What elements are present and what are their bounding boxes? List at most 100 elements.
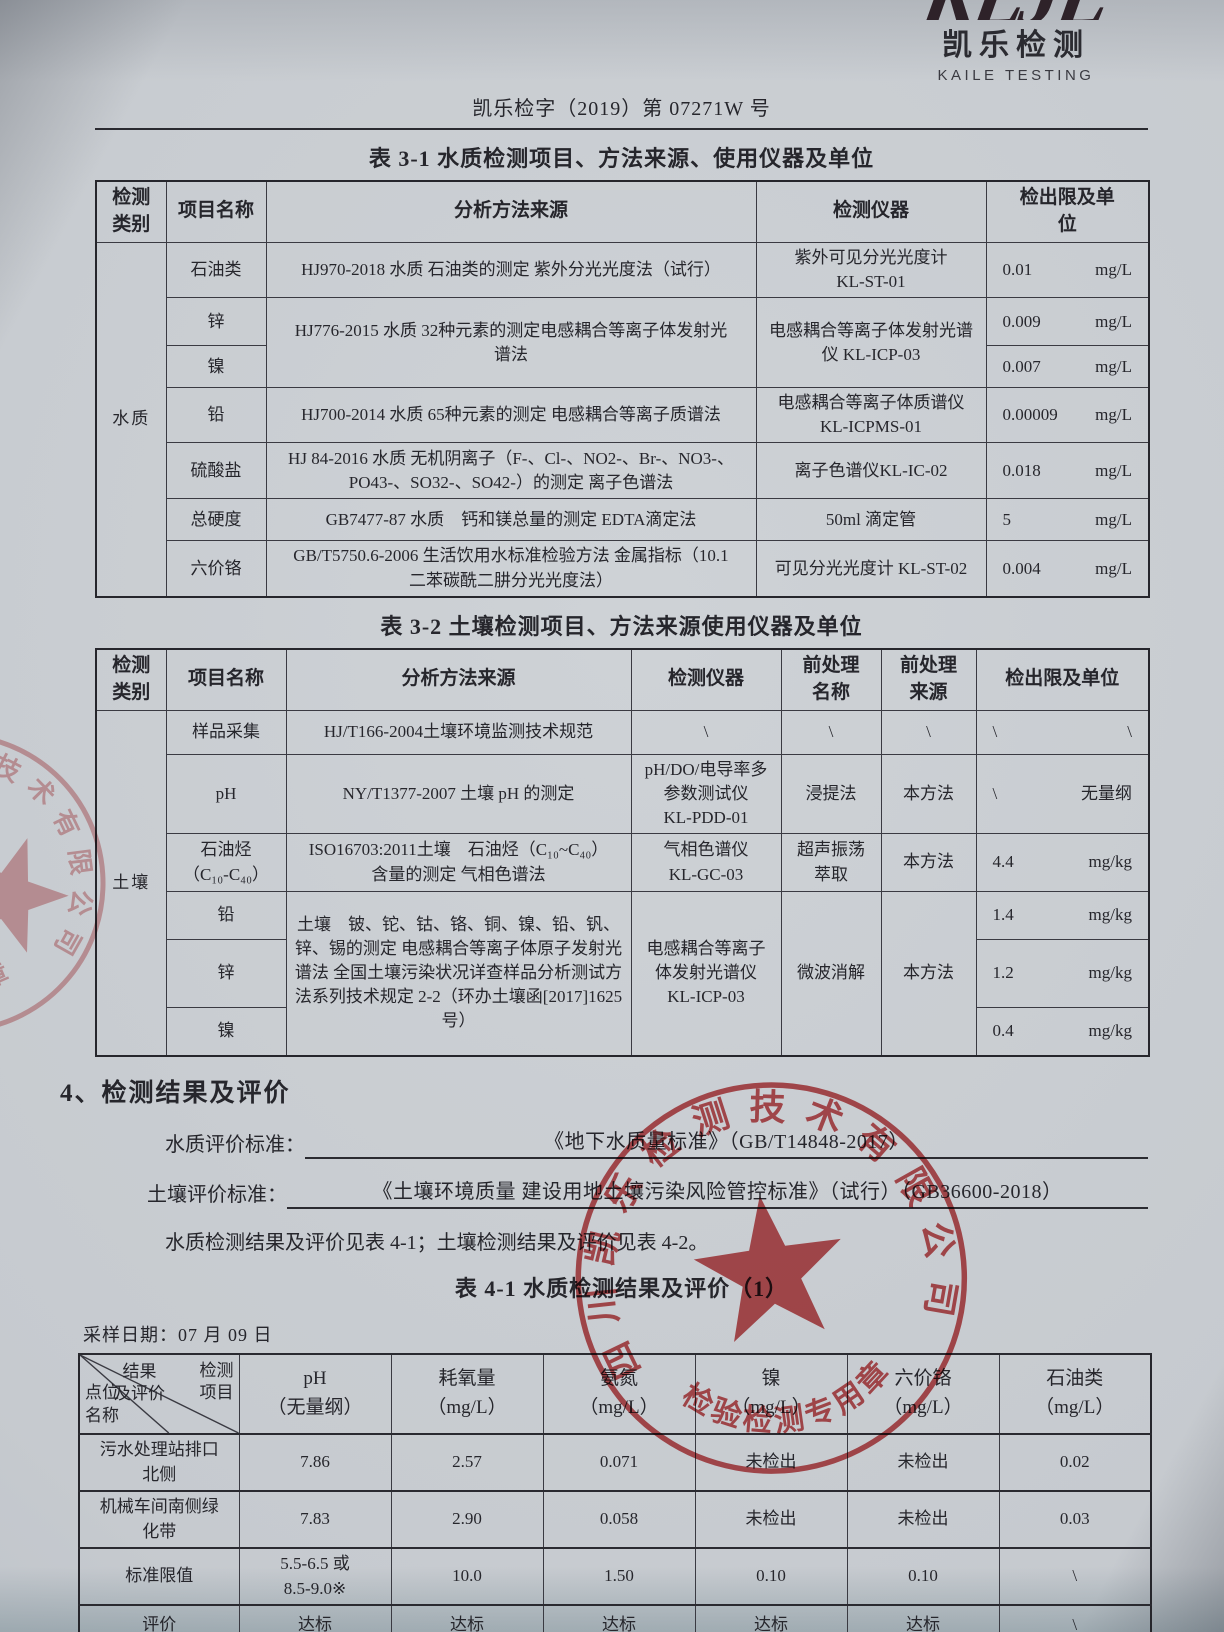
cell: 达标 xyxy=(390,1603,544,1632)
cell: 1.4 mg/kg xyxy=(975,891,1150,940)
cell: 2.90 xyxy=(390,1489,544,1549)
cell: GB7477-87 水质 钙和镁总量的测定 EDTA滴定法 xyxy=(265,498,757,542)
cell: 达标 xyxy=(542,1603,696,1632)
limit-value: 0.4 xyxy=(992,1021,1014,1041)
cell: NY/T1377-2007 土壤 pH 的测定 xyxy=(285,753,632,835)
column-header: 检测 类别 xyxy=(95,648,167,711)
limit-unit: mg/L xyxy=(1095,260,1132,279)
cell: 六价铬 xyxy=(165,540,267,598)
limit-unit: mg/L xyxy=(1095,311,1132,331)
logo-name-en: KAILE TESTING xyxy=(937,67,1095,84)
cell: 0.018 mg/L xyxy=(985,442,1150,500)
column-header: 项目名称 xyxy=(165,180,267,243)
logo-glyph: KLJL xyxy=(890,0,1143,20)
stamp-star-icon xyxy=(0,838,69,953)
cell: 本方法 xyxy=(880,891,977,1056)
cell: 总硬度 xyxy=(165,498,267,542)
limit-unit: mg/kg xyxy=(1088,905,1132,925)
limit-value: 0.00009 xyxy=(1002,405,1058,425)
column-header: 六价铬 （mg/L） xyxy=(846,1352,1000,1435)
cell: \ xyxy=(630,709,782,755)
table-row: 评价 达标 达标 达标 达标 达标 \ xyxy=(78,1603,1152,1632)
table-4-1: 结果 及评价 检测 项目 点位 名称 pH （无量纲） 耗氧量 （mg/L） 氨氮（… xyxy=(78,1352,1152,1632)
column-header: 耗氧量 （mg/L） xyxy=(390,1352,544,1435)
table-row: 锌 1.2 mg/kg xyxy=(96,939,1150,1008)
column-header: 氨氮 （mg/L） xyxy=(542,1352,696,1435)
cell: HJ 84-2016 水质 无机阴离子（F-、Cl-、NO2-、Br-、NO3-… xyxy=(265,442,757,500)
limit-unit: mg/L xyxy=(1095,509,1132,529)
column-header: 项目名称 xyxy=(165,648,287,711)
water-standard-value: 《地下水质量标准》（GB/T14848-2017） xyxy=(305,1125,1148,1159)
see-tables-text: 水质检测结果及评价见表 4-1；土壤检测结果及评价见表 4-2。 xyxy=(165,1231,709,1254)
water-standard-line: 水质评价标准： 《地下水质量标准》（GB/T14848-2017） xyxy=(165,1125,1148,1159)
limit-value: 4.4 xyxy=(992,852,1014,872)
cell: \ xyxy=(780,709,882,755)
water-standard-label: 水质评价标准： xyxy=(165,1133,305,1156)
table-3-1: 检测 类别 项目名称 分析方法来源 检测仪器 检出限及单 位 水质 石油类 HJ… xyxy=(95,180,1150,598)
cell: 50ml 滴定管 xyxy=(755,498,987,542)
site-cell: 评价 xyxy=(78,1603,240,1632)
cell: 气相色谱仪 KL-GC-03 xyxy=(630,833,782,892)
category-cell: 水质 xyxy=(95,241,167,598)
limit-value: \ xyxy=(992,783,998,803)
corner-cell: 结果 及评价 检测 项目 点位 名称 xyxy=(78,1352,240,1435)
column-header: 检测仪器 xyxy=(755,180,987,243)
logo-name-cn: 凯乐检测 xyxy=(942,29,1090,62)
cell: 紫外可见分光光度计 KL-ST-01 xyxy=(755,241,987,299)
column-header: 前处理 名称 xyxy=(780,648,882,711)
cell: 镍 xyxy=(165,1007,287,1056)
column-header: 分析方法来源 xyxy=(265,180,757,243)
site-cell: 污水处理站排口 北侧 xyxy=(78,1432,240,1492)
column-header: 检出限及单位 xyxy=(975,648,1150,711)
cell: 锌 xyxy=(165,297,267,347)
document-number: 凯乐检字（2019）第 07271W 号 xyxy=(472,98,771,120)
cell: 土壤 铍、铊、钴、铬、铜、镍、铅、钒、锌、锡的测定 电感耦合等离子体原子发射光谱… xyxy=(285,891,632,1056)
soil-standard-line: 土壤评价标准： 《土壤环境质量 建设用地土壤污染风险管控标准》（试行）（GB36… xyxy=(147,1175,1148,1209)
cell: 铅 xyxy=(165,891,287,940)
cell: 0.058 xyxy=(542,1489,696,1549)
column-header: pH （无量纲） xyxy=(238,1352,392,1435)
column-header: 检测 类别 xyxy=(95,180,167,243)
category-cell: 土壤 xyxy=(95,709,167,1057)
cell: 5.5-6.5 或 8.5-9.0※ xyxy=(238,1546,392,1606)
cell: 0.10 xyxy=(846,1546,1000,1606)
cell: 未检出 xyxy=(846,1432,1000,1492)
limit-value: 1.4 xyxy=(992,905,1014,925)
table-3-1-title: 表 3-1 水质检测项目、方法来源、使用仪器及单位 xyxy=(368,146,875,171)
cell: 达标 xyxy=(238,1603,392,1632)
cell: 0.071 xyxy=(542,1432,696,1492)
table-row: pH NY/T1377-2007 土壤 pH 的测定 pH/DO/电导率多 参数… xyxy=(96,753,1150,835)
cell: 2.57 xyxy=(390,1432,544,1492)
cell: 本方法 xyxy=(880,753,977,835)
table-row: 土壤 样品采集 HJ/T166-2004土壤环境监测技术规范 \ \ \ \ \ xyxy=(95,709,1150,1057)
cell: 石油类 xyxy=(165,241,267,299)
cell: 0.02 xyxy=(998,1432,1152,1492)
cell: 5 mg/L xyxy=(985,498,1150,542)
cell: \ 无量纲 xyxy=(975,753,1150,835)
limit-value: 0.009 xyxy=(1002,311,1041,331)
cell: 电感耦合等离子体质谱仪 KL-ICPMS-01 xyxy=(755,387,987,444)
cell: 离子色谱仪KL-IC-02 xyxy=(755,442,987,500)
cell: 超声振荡 萃取 xyxy=(780,833,882,892)
limit-unit: mg/kg xyxy=(1088,963,1132,983)
cell: 7.86 xyxy=(238,1432,392,1492)
site-cell: 标准限值 xyxy=(78,1546,240,1606)
table-row: 铅 土壤 铍、铊、钴、铬、铜、镍、铅、钒、锌、锡的测定 电感耦合等离子体原子发射… xyxy=(96,891,1150,1056)
limit-unit: mg/L xyxy=(1095,558,1132,578)
cell: 未检出 xyxy=(694,1489,848,1549)
cell: GB/T5750.6-2006 生活饮用水标准检验方法 金属指标（10.1 二苯… xyxy=(265,540,757,598)
cell: 未检出 xyxy=(846,1489,1000,1549)
table-row: 石油烃 （C₁₀-C₄₀） ISO16703:2011土壤 石油烃（C₁₀~C₄… xyxy=(96,833,1150,892)
cell: 可见分光光度计 KL-ST-02 xyxy=(755,540,987,598)
cell: \ \ xyxy=(975,709,1150,755)
cell: 样品采集 xyxy=(165,709,287,755)
diagonal-lines xyxy=(80,1355,239,1433)
cell: 硫酸盐 xyxy=(165,442,267,500)
cell: 10.0 xyxy=(390,1546,544,1606)
limit-unit: mg/kg xyxy=(1088,1021,1132,1041)
limit-value: 1.2 xyxy=(992,963,1014,983)
table-row: 镍 0.007 mg/L xyxy=(96,345,1150,389)
corner-label-item: 检测 项目 xyxy=(199,1360,234,1403)
column-header: 石油类 （mg/L） xyxy=(998,1352,1152,1435)
